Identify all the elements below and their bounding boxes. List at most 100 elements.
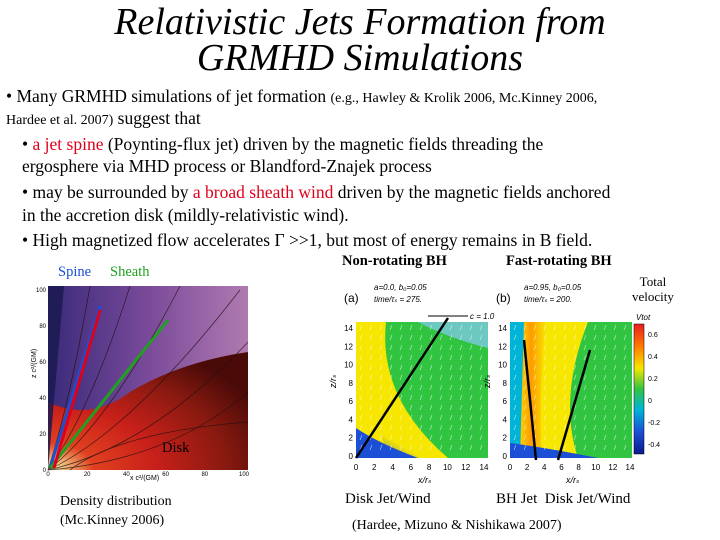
panel-a-y-tick: 12	[344, 342, 353, 351]
bullet-2: • a jet spine (Poynting-flux jet) driven…	[22, 134, 543, 155]
jet-spine-highlight: a jet spine	[32, 134, 104, 154]
panel-a-x-ticks: 0 2 4 6 8 10 12 14	[354, 463, 489, 472]
panel-a-x-tick: 12	[461, 463, 470, 472]
bullet-2-rest: (Poynting-flux jet) driven by the magnet…	[103, 134, 544, 154]
left-y-tick: 60	[39, 360, 46, 366]
left-y-tick: 20	[39, 432, 46, 438]
panel-a-x-tick: 4	[390, 463, 395, 472]
panel-b-params-1: a=0.95, b₀=0.05	[524, 283, 582, 292]
total-velocity-line-2: velocity	[632, 289, 674, 304]
title-line-1: Relativistic Jets Formation from	[114, 1, 606, 43]
colorbar-tick: 0.2	[648, 376, 658, 383]
panel-a-y-tick: 8	[349, 379, 354, 388]
panel-a-x-tick: 6	[409, 463, 414, 472]
panel-b-params-2: time/τₛ = 200.	[524, 295, 572, 304]
jet-funnel-region	[48, 286, 64, 470]
total-velocity-line-1: Total	[639, 274, 667, 289]
panel-b-y-tick: 6	[503, 397, 508, 406]
panel-a-x-tick: 14	[480, 463, 489, 472]
left-y-tick: 80	[39, 324, 46, 330]
left-y-tick: 0	[43, 468, 47, 474]
panel-a-y-tick: 2	[349, 434, 354, 443]
panel-a-params-1: a=0.0, b₀=0.05	[374, 283, 427, 292]
left-y-tick: 40	[39, 396, 46, 402]
panel-b-plot	[510, 322, 632, 458]
title-line-2: GRMHD Simulations	[196, 37, 524, 79]
jet-line	[52, 309, 102, 469]
vtot-label: Vtot	[636, 313, 651, 322]
left-y-tick: 100	[36, 288, 47, 294]
colorbar-tick: 0.6	[648, 332, 658, 339]
non-rotating-label: Non-rotating BH	[342, 253, 447, 269]
sheath-wind-highlight: a broad sheath wind	[192, 182, 334, 202]
left-x-tick: 20	[84, 472, 91, 478]
panel-b-y-tick: 0	[503, 452, 508, 461]
panel-a-x-tick: 0	[354, 463, 359, 472]
panel-b-y-tick: 12	[498, 342, 507, 351]
sheath-label: Sheath	[110, 264, 150, 280]
bullet-1-cont: Hardee et al. 2007) suggest that	[6, 108, 201, 131]
panel-a-params-2: time/τₛ = 275.	[374, 295, 422, 304]
colorbar-tick: 0	[648, 398, 652, 405]
panel-b-x-tick: 12	[608, 463, 617, 472]
panel-b-y-axis-label: z/rₛ	[482, 375, 492, 389]
panel-b-x-axis-label: x/rₛ	[565, 475, 579, 485]
fast-rotating-label: Fast-rotating BH	[506, 253, 612, 269]
panel-a-plot	[356, 322, 488, 458]
bullet-3-prefix: • may be surrounded by	[22, 182, 193, 202]
panel-a-c-label: c = 1.0	[470, 312, 495, 321]
panel-b-x-tick: 10	[591, 463, 600, 472]
colorbar-tick: -0.4	[648, 442, 660, 449]
left-y-axis-label: z c²/(GM)	[31, 349, 38, 378]
left-x-tick: 100	[239, 472, 250, 478]
sheath-line	[48, 319, 170, 469]
slide-title: Relativistic Jets Formation from GRMHD S…	[0, 1, 720, 79]
bullet-1-tail: suggest that	[117, 108, 201, 128]
disk-density-region	[48, 352, 248, 470]
panel-a-y-tick: 10	[344, 361, 353, 370]
panel-b-bh-jet-arrow	[522, 339, 538, 461]
credit-line: (Hardee, Mizuno & Nishikawa 2007)	[352, 518, 562, 533]
colorbar	[633, 323, 645, 455]
panel-a-y-tick: 4	[349, 415, 354, 424]
velocity-plots: (a) a=0.0, b₀=0.05 time/τₛ = 275. c = 1.…	[328, 283, 660, 485]
panel-a-x-tick: 8	[427, 463, 432, 472]
panel-a-arrow	[354, 317, 450, 459]
panel-a-y-tick: 0	[349, 452, 354, 461]
panel-b-x-tick: 14	[626, 463, 635, 472]
bullet-4: • High magnetized flow accelerates Γ >>1…	[22, 230, 593, 250]
total-velocity-label: Total velocity	[632, 274, 674, 304]
bullet-3-rest: driven by the magnetic fields anchored	[333, 182, 611, 202]
left-caption-2: (Mc.Kinney 2006)	[60, 513, 165, 528]
panel-b-y-tick: 2	[503, 434, 508, 443]
colorbar-ticks: 0.6 0.4 0.2 0 -0.2 -0.4	[648, 332, 660, 449]
panel-b-y-tick: 14	[498, 324, 507, 333]
disk-label: Disk	[162, 440, 190, 456]
panel-b-x-tick: 2	[525, 463, 530, 472]
panel-b-x-ticks: 0 2 4 6 8 10 12 14	[508, 463, 635, 472]
bullet-3-line-2: in the accretion disk (mildly-relativist…	[22, 205, 349, 225]
panel-b-y-ticks: 14 12 10 8 6 4 2 0	[498, 324, 507, 461]
panel-a-x-tick: 10	[443, 463, 452, 472]
left-x-tick: 0	[46, 472, 50, 478]
spine-line	[48, 305, 102, 469]
bullet-2-prefix: •	[22, 134, 33, 154]
panel-a-label: (a)	[344, 291, 359, 305]
spine-label: Spine	[58, 264, 92, 280]
panel-b-x-tick: 6	[559, 463, 564, 472]
panel-a-y-ticks: 14 12 10 8 6 4 2 0	[344, 324, 353, 461]
panel-b-x-tick: 8	[576, 463, 581, 472]
left-x-tick: 60	[162, 472, 169, 478]
panel-a-y-tick: 6	[349, 397, 354, 406]
panel-b-x-tick: 4	[542, 463, 547, 472]
left-y-ticks: 100 80 60 40 20 0	[36, 288, 47, 474]
panel-b-y-tick: 10	[498, 361, 507, 370]
left-caption-1: Density distribution	[60, 494, 172, 509]
bullet-1-text: • Many GRMHD simulations of jet formatio…	[6, 86, 327, 106]
panel-b-y-tick: 8	[503, 379, 508, 388]
bullet-3: • may be surrounded by a broad sheath wi…	[22, 182, 610, 203]
bullet-1-refs: (e.g., Hawley & Krolik 2006, Mc.Kinney 2…	[330, 91, 598, 106]
left-x-tick: 80	[201, 472, 208, 478]
panel-a-x-tick: 2	[372, 463, 377, 472]
panel-a-x-axis-label: x/rₛ	[417, 475, 431, 485]
